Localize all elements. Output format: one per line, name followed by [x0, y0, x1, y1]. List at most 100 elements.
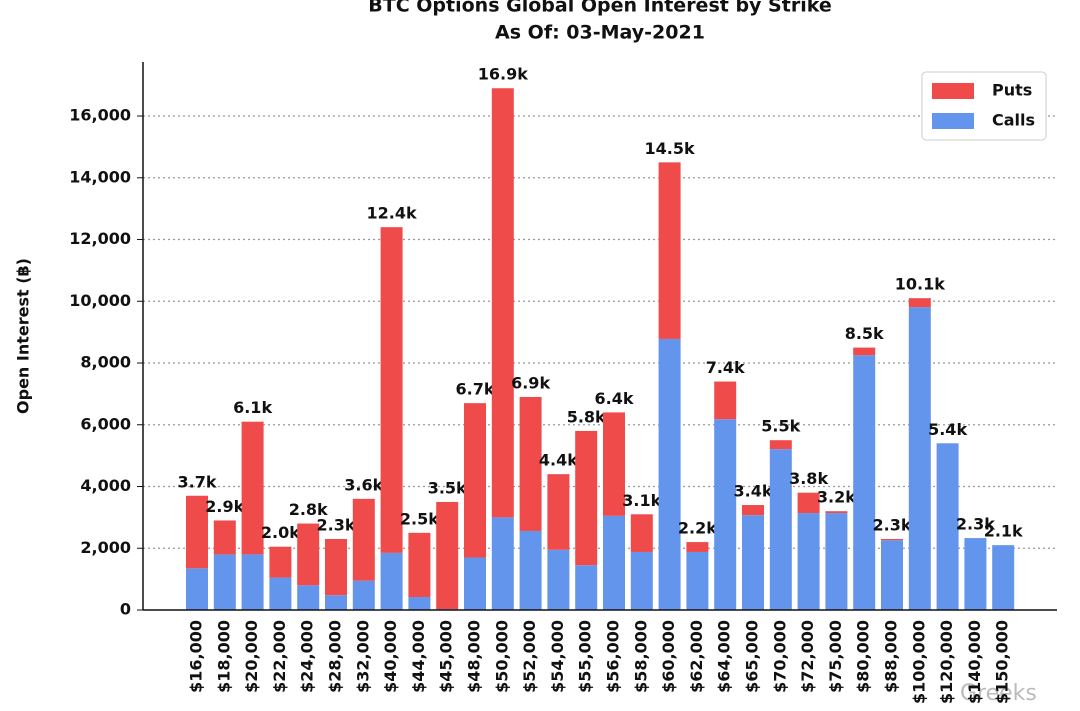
x-tick-label: $65,000	[743, 620, 762, 693]
bar-segment	[241, 554, 264, 610]
bar-segment	[213, 520, 236, 555]
x-tick-label: $120,000	[937, 620, 956, 704]
y-tick-label: 2,000	[80, 538, 131, 557]
y-tick-label: 6,000	[80, 414, 131, 433]
y-axis-label: Open Interest (฿)	[14, 258, 33, 414]
bar-segment	[853, 355, 876, 610]
bar-segment	[658, 162, 681, 339]
bar-segment	[297, 523, 320, 586]
y-tick-label: 16,000	[69, 106, 131, 125]
bar-segment	[881, 540, 903, 610]
bar-segment	[213, 554, 236, 610]
value-label: 14.5k	[645, 139, 695, 158]
value-label: 5.5k	[761, 417, 800, 436]
x-tick-label: $56,000	[604, 620, 623, 693]
chart-title: BTC Options Global Open Interest by Stri…	[368, 0, 831, 17]
x-tick-label: $58,000	[631, 620, 650, 693]
value-label: 2.2k	[678, 519, 717, 538]
value-label: 7.4k	[706, 358, 745, 377]
y-tick-label: 10,000	[69, 291, 131, 310]
x-tick-label: $60,000	[659, 620, 678, 693]
x-tick-label: $52,000	[520, 620, 539, 693]
bar-segment	[464, 557, 486, 610]
value-label: 2.0k	[261, 523, 300, 542]
legend-label: Puts	[992, 81, 1032, 100]
bar-segment	[853, 347, 876, 356]
watermark: Greeks	[960, 681, 1037, 706]
bar-segment	[325, 538, 347, 596]
x-tick-label: $22,000	[270, 620, 289, 693]
legend-label: Calls	[992, 111, 1035, 130]
value-label: 8.5k	[845, 324, 884, 343]
bar-segment	[547, 474, 570, 550]
value-label: 3.4k	[734, 482, 773, 501]
bar-segment	[297, 585, 320, 610]
bar-segment	[408, 597, 431, 610]
bar-segment	[797, 492, 820, 514]
y-tick-label: 0	[120, 600, 131, 619]
value-label: 2.1k	[984, 522, 1023, 541]
bar-segment	[881, 538, 903, 541]
x-tick-label: $45,000	[437, 620, 456, 693]
value-label: 3.2k	[817, 488, 856, 507]
bar-segment	[186, 568, 208, 610]
x-tick-label: $55,000	[576, 620, 595, 693]
x-tick-label: $150,000	[993, 620, 1012, 704]
bar-segment	[714, 419, 737, 610]
bar-segment	[992, 545, 1015, 610]
value-label: 3.6k	[344, 475, 383, 494]
value-label: 2.3k	[317, 515, 356, 534]
bar-segment	[630, 514, 653, 552]
legend-swatch	[932, 113, 974, 129]
x-tick-label: $44,000	[409, 620, 428, 693]
bar-segment	[269, 577, 292, 610]
y-tick-label: 4,000	[80, 476, 131, 495]
bar-segment	[908, 307, 931, 610]
bar-segment	[825, 511, 848, 514]
x-tick-label: $62,000	[687, 620, 706, 693]
bar-segment	[380, 552, 403, 610]
bar-segment	[630, 551, 653, 610]
bar-segment	[519, 530, 542, 610]
bar-segment	[908, 298, 931, 308]
value-label: 2.5k	[400, 509, 439, 528]
x-tick-label: $50,000	[492, 620, 511, 693]
x-tick-label: $28,000	[326, 620, 345, 693]
x-tick-label: $24,000	[298, 620, 317, 693]
bar-segment	[547, 549, 570, 610]
x-tick-label: $20,000	[242, 620, 261, 693]
x-tick-label: $32,000	[353, 620, 372, 693]
x-tick-label: $70,000	[770, 620, 789, 693]
bar-segment	[797, 513, 820, 610]
bar-segment	[352, 580, 375, 610]
x-tick-label: $16,000	[187, 620, 206, 693]
value-label: 6.7k	[456, 380, 495, 399]
bar-segment	[658, 338, 681, 610]
value-label: 2.3k	[873, 515, 912, 534]
value-label: 10.1k	[895, 275, 945, 294]
x-tick-label: $64,000	[715, 620, 734, 693]
value-label: 6.1k	[233, 398, 272, 417]
bar-segment	[742, 515, 764, 610]
bar-segment	[436, 501, 459, 610]
x-tick-label: $18,000	[214, 620, 233, 693]
bar-segment	[769, 449, 792, 610]
bar-segment	[269, 546, 292, 578]
x-tick-label: $140,000	[965, 620, 984, 704]
bar-segment	[491, 88, 514, 518]
value-label: 5.4k	[928, 420, 967, 439]
value-label: 3.8k	[789, 469, 828, 488]
value-label: 16.9k	[478, 65, 528, 84]
y-tick-label: 12,000	[69, 229, 131, 248]
y-tick-label: 8,000	[80, 353, 131, 372]
x-tick-label: $48,000	[465, 620, 484, 693]
bar-segment	[603, 412, 625, 516]
bar-segment	[964, 538, 987, 610]
bar-segment	[714, 381, 737, 420]
x-tick-label: $100,000	[909, 620, 928, 704]
bar-segment	[575, 565, 598, 610]
chart-subtitle: As Of: 03-May-2021	[495, 22, 705, 44]
bar-segment	[241, 421, 264, 555]
bar-segment	[352, 498, 375, 581]
